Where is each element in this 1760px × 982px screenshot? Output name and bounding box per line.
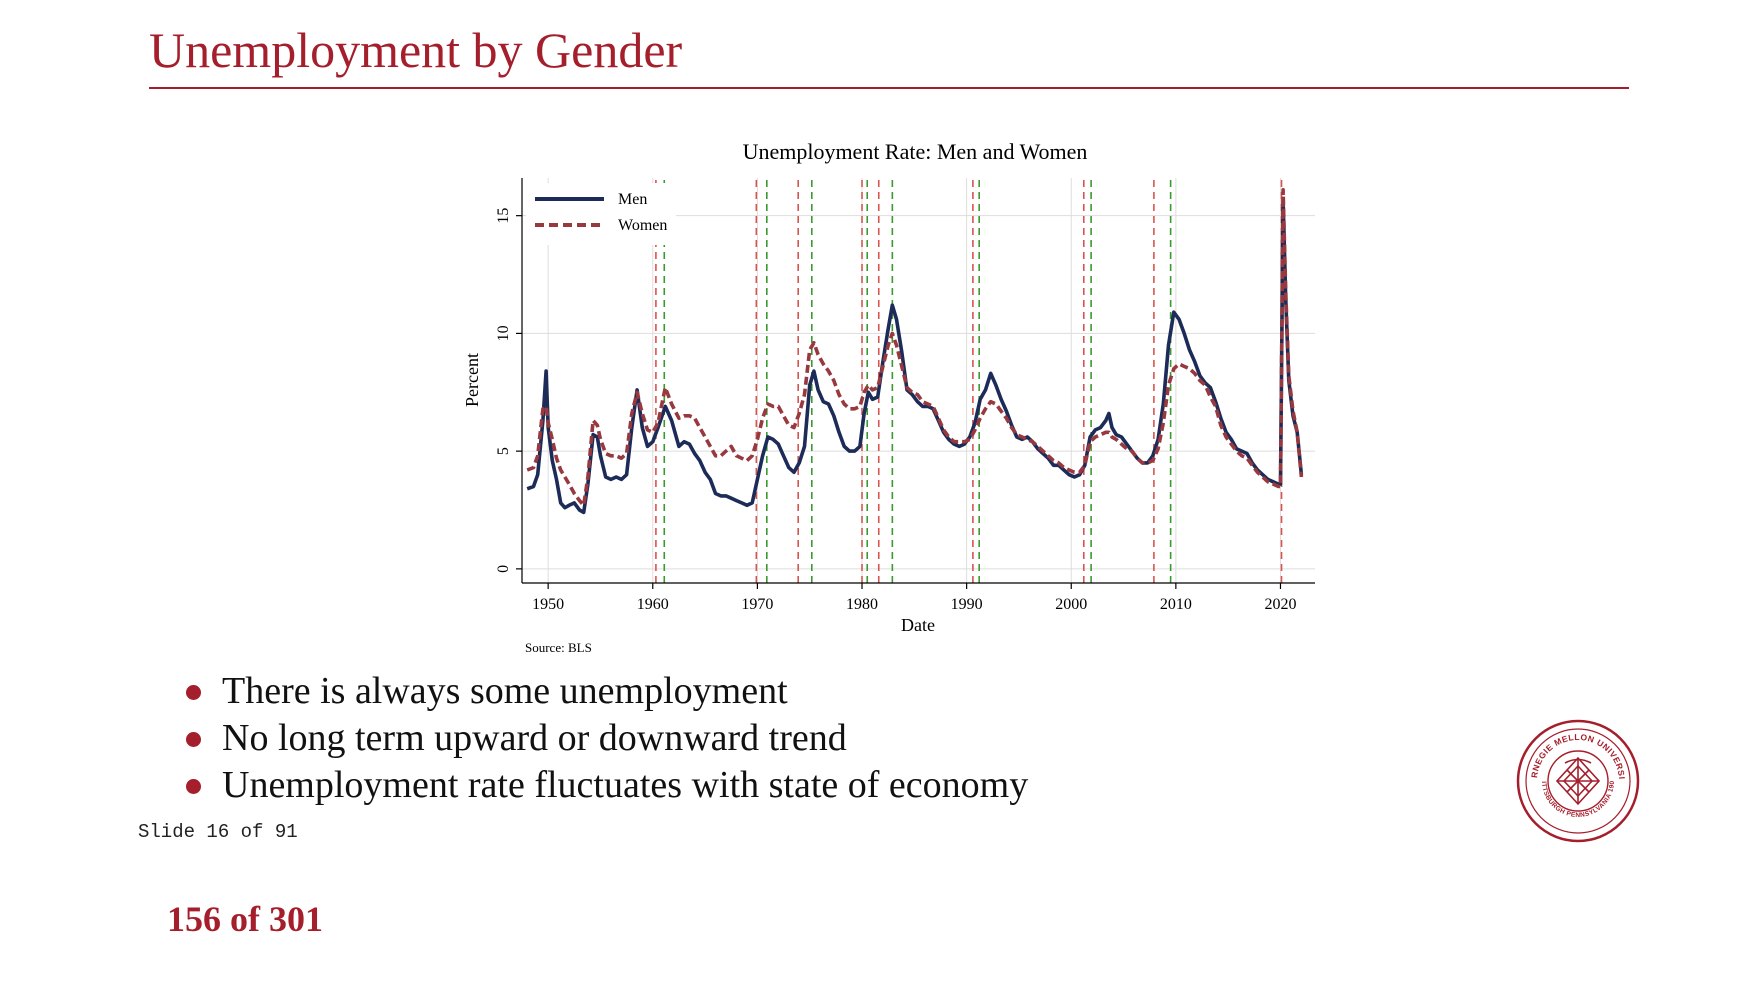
seal-top-text: CARNEGIE MELLON UNIVERSITY (1515, 718, 1626, 780)
bullet-text: Unemployment rate fluctuates with state … (222, 764, 1029, 806)
seal-bottom-text: PITTSBURGH PENNSYLVANIA 1900 (1515, 718, 1616, 819)
unemployment-chart: Unemployment Rate: Men and Women 1950 196… (462, 139, 1315, 655)
x-tick-label: 1960 (637, 596, 669, 613)
x-tick-label: 2020 (1264, 596, 1296, 613)
legend-label-women: Women (618, 217, 667, 234)
y-tick-label: 15 (495, 208, 512, 224)
series-line-women (526, 188, 1304, 508)
bullet-text: No long term upward or downward trend (222, 717, 847, 759)
bullet-dot-icon (186, 685, 201, 700)
x-tick-label: 1970 (741, 596, 773, 613)
carnegie-mellon-seal-icon: CARNEGIE MELLON UNIVERSITY PITTSBURGH PE… (1515, 718, 1640, 843)
legend-box (526, 183, 676, 245)
x-tick-label: 1990 (951, 596, 983, 613)
recession-reference-lines (655, 180, 1283, 583)
data-series (526, 188, 1304, 515)
legend-label-men: Men (618, 191, 647, 208)
bullet-item: No long term upward or downward trend (180, 715, 1028, 762)
x-tick-label: 2010 (1160, 596, 1192, 613)
y-tick-label: 10 (495, 325, 512, 341)
x-axis-label: Date (901, 615, 935, 635)
chart-legend: Men Women (526, 183, 676, 245)
chart-figure: Unemployment Rate: Men and Women 1950 196… (440, 135, 1340, 670)
bullet-dot-icon (186, 732, 201, 747)
x-tick-label: 1980 (846, 596, 878, 613)
bullet-dot-icon (186, 779, 201, 794)
title-divider (149, 87, 1629, 89)
series-line-men (526, 197, 1304, 515)
slide-title: Unemployment by Gender (149, 22, 683, 78)
bullet-list: There is always some unemployment No lon… (180, 668, 1028, 809)
slide-counter: Slide 16 of 91 (138, 821, 298, 843)
y-tick-label: 0 (495, 565, 512, 573)
source-note: Source: BLS (525, 640, 592, 655)
bullet-text: There is always some unemployment (222, 670, 788, 712)
page-counter: 156 of 301 (167, 899, 323, 939)
svg-text:PITTSBURGH PENNSYLVANIA 1900: PITTSBURGH PENNSYLVANIA 1900 (1515, 718, 1616, 819)
seal-emblem (1555, 756, 1601, 806)
svg-text:CARNEGIE MELLON UNIVERSITY: CARNEGIE MELLON UNIVERSITY (1515, 718, 1627, 780)
axis-ticks: 1950 1960 1970 1980 1990 2000 2010 2020 0 5 10 15 (495, 208, 1296, 613)
chart-title: Unemployment Rate: Men and Women (743, 139, 1088, 164)
bullet-item: Unemployment rate fluctuates with state … (180, 762, 1028, 809)
y-tick-label: 5 (495, 447, 512, 455)
x-tick-label: 2000 (1055, 596, 1087, 613)
x-tick-label: 1950 (532, 596, 564, 613)
y-axis-label: Percent (462, 353, 482, 407)
bullet-item: There is always some unemployment (180, 668, 1028, 715)
